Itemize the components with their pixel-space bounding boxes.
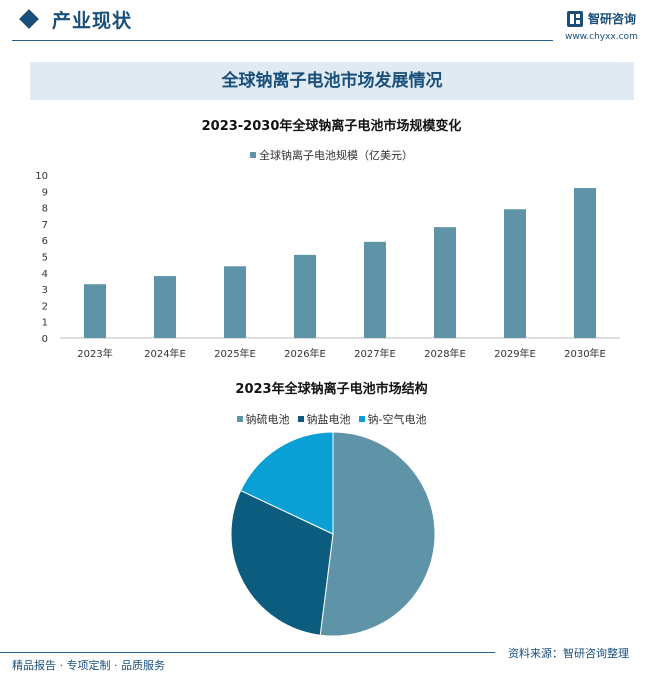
pie-chart bbox=[230, 431, 436, 637]
pie-chart-title: 2023年全球钠离子电池市场结构 bbox=[235, 382, 428, 397]
bar-chart: 0 1 2 3 4 5 6 7 8 9 10 2023年 2024年E 2025年E 2026年E 2027年… bbox=[35, 171, 620, 360]
legend-swatch bbox=[250, 152, 256, 158]
pie-slice bbox=[319, 431, 436, 637]
y-tick-label: 3 bbox=[42, 285, 48, 296]
bar bbox=[224, 266, 246, 338]
bar bbox=[434, 227, 456, 338]
x-tick-label: 2023年 bbox=[77, 347, 112, 360]
header-divider bbox=[12, 40, 553, 41]
legend-item: 钠-空气电池 bbox=[358, 411, 427, 427]
legend-item: 钠硫电池 bbox=[236, 411, 290, 427]
y-tick-label: 5 bbox=[42, 253, 48, 264]
legend-swatch bbox=[236, 416, 243, 422]
legend-label: 全球钠离子电池规模（亿美元） bbox=[259, 149, 413, 162]
source-note: 资料来源：智研咨询整理 bbox=[508, 647, 629, 660]
bar bbox=[504, 209, 526, 338]
legend-swatch bbox=[358, 416, 365, 422]
bar bbox=[294, 254, 316, 338]
y-tick-label: 6 bbox=[42, 236, 48, 247]
x-tick-label: 2024年E bbox=[144, 347, 186, 360]
y-tick-label: 2 bbox=[42, 301, 48, 312]
legend-label: 钠盐电池 bbox=[306, 413, 351, 426]
bar-chart-legend: 全球钠离子电池规模（亿美元） bbox=[0, 147, 663, 163]
bar bbox=[574, 188, 596, 338]
legend-label: 钠硫电池 bbox=[245, 413, 290, 426]
y-tick-label: 7 bbox=[42, 220, 48, 231]
x-tick-label: 2028年E bbox=[424, 347, 466, 360]
brand-name: 智研咨询 bbox=[588, 12, 637, 26]
legend-label: 钠-空气电池 bbox=[367, 413, 427, 426]
pie-slice bbox=[230, 489, 334, 636]
bar bbox=[84, 284, 106, 338]
y-tick-label: 1 bbox=[42, 318, 48, 329]
footer-tagline: 精品报告 · 专项定制 · 品质服务 bbox=[12, 659, 165, 672]
brand-logo-icon bbox=[567, 10, 583, 27]
legend-swatch bbox=[297, 416, 304, 422]
banner-title: 全球钠离子电池市场发展情况 bbox=[221, 71, 443, 91]
y-tick-label: 8 bbox=[42, 204, 48, 215]
section-title: 产业现状 bbox=[52, 10, 133, 32]
bar bbox=[154, 276, 176, 338]
legend-item: 钠盐电池 bbox=[297, 411, 351, 427]
bar-chart-title: 2023-2030年全球钠离子电池市场规模变化 bbox=[201, 119, 462, 134]
x-tick-label: 2027年E bbox=[354, 347, 396, 360]
y-tick-label: 0 bbox=[42, 334, 48, 345]
footer-divider bbox=[0, 652, 495, 653]
x-tick-label: 2025年E bbox=[214, 347, 256, 360]
header: 产业现状 智研咨询 www.chyxx.com bbox=[0, 0, 663, 44]
bar bbox=[364, 241, 386, 338]
pie-slice bbox=[240, 431, 334, 535]
x-tick-label: 2029年E bbox=[494, 347, 536, 360]
x-tick-label: 2030年E bbox=[564, 347, 606, 360]
brand-url: www.chyxx.com bbox=[565, 32, 638, 42]
brand-logo: 智研咨询 bbox=[567, 10, 636, 27]
x-tick-label: 2026年E bbox=[284, 347, 326, 360]
y-tick-label: 10 bbox=[35, 171, 48, 182]
diamond-icon bbox=[19, 9, 39, 29]
y-tick-label: 4 bbox=[42, 269, 48, 280]
pie-chart-legend: 钠硫电池 钠盐电池 钠-空气电池 bbox=[0, 411, 663, 427]
y-tick-label: 9 bbox=[42, 187, 48, 198]
legend-item: 全球钠离子电池规模（亿美元） bbox=[250, 147, 413, 163]
banner: 全球钠离子电池市场发展情况 bbox=[30, 62, 634, 100]
